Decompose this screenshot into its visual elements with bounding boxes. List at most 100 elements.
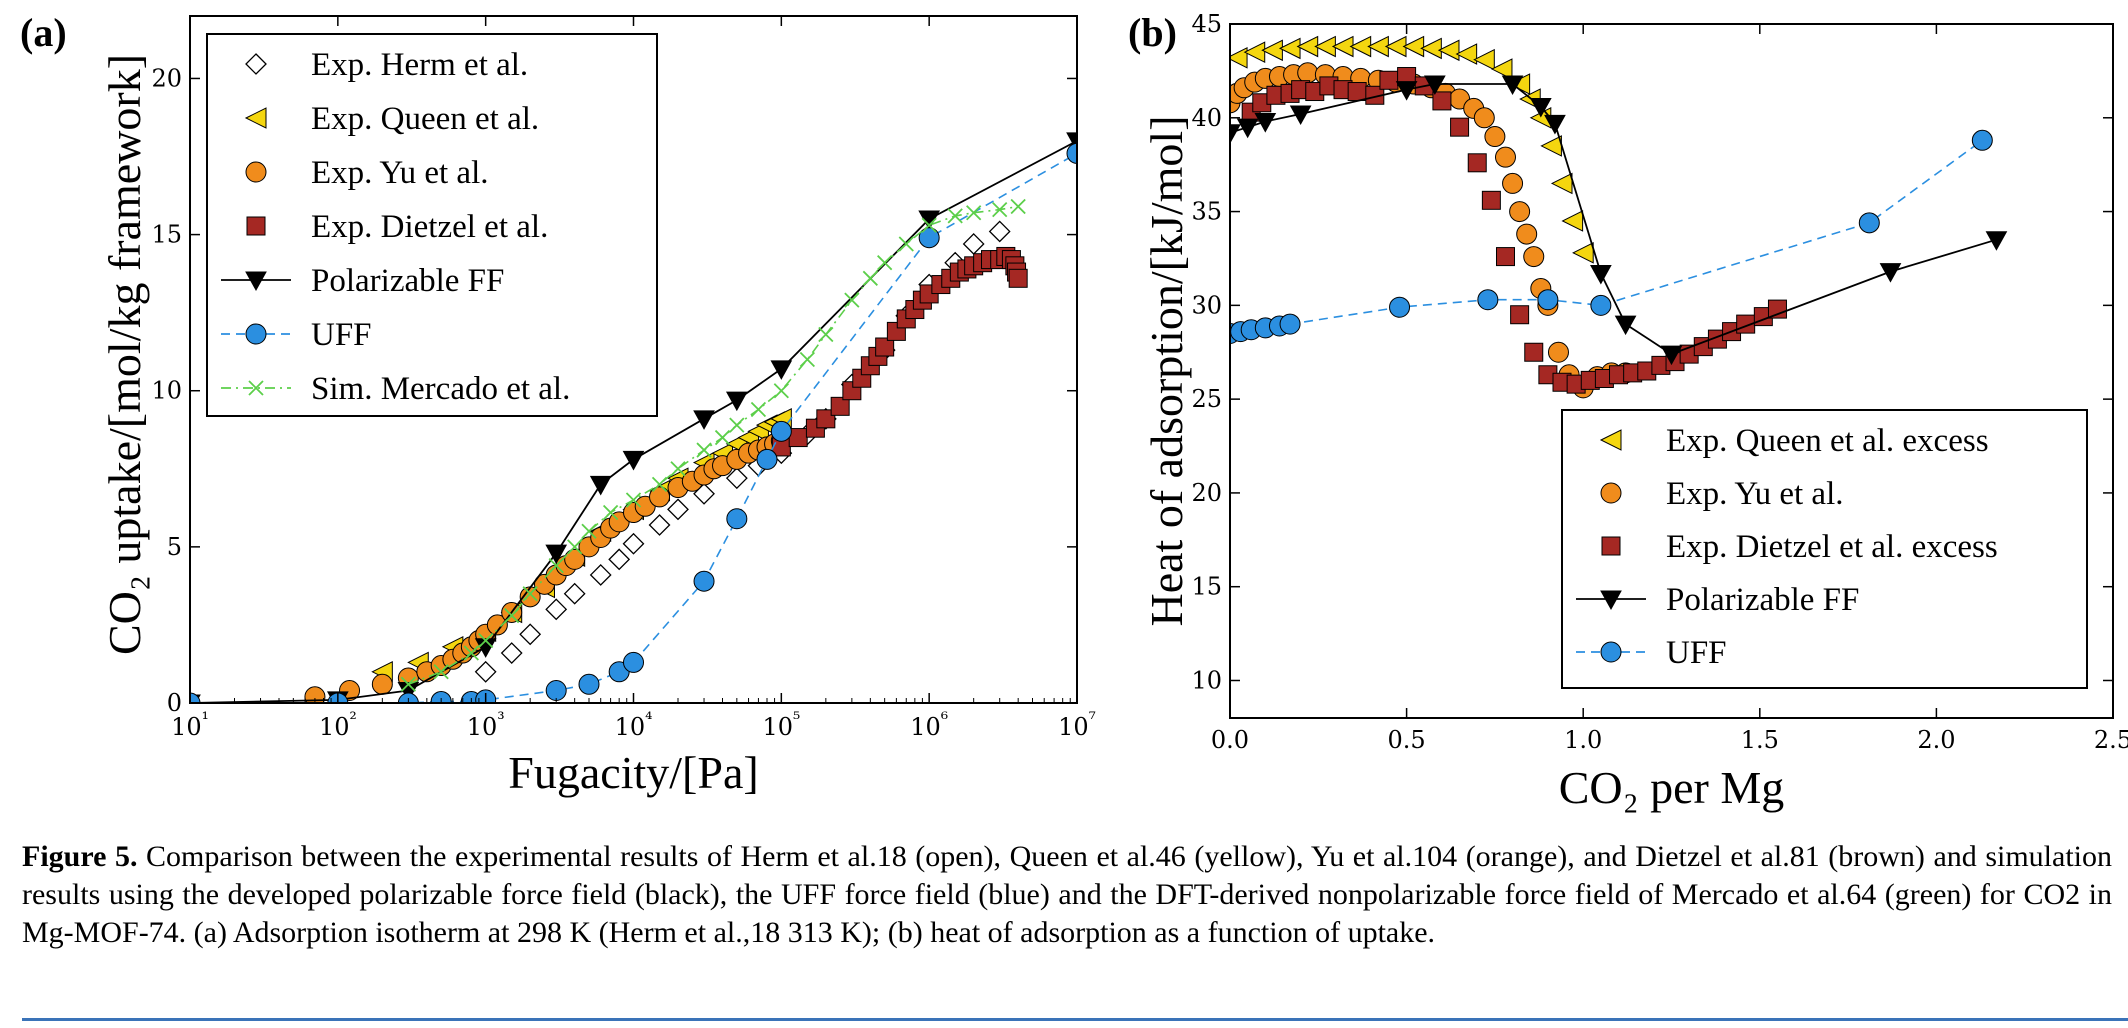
y-tick-label: 5 [167, 533, 182, 561]
data-point [693, 410, 715, 430]
data-point [1261, 39, 1283, 62]
data-point [578, 673, 600, 695]
series-exp-yu-et-al [1230, 62, 1637, 399]
data-point [1494, 146, 1516, 168]
legend-box [206, 33, 658, 417]
data-point [522, 586, 538, 602]
legend-label: Exp. Queen et al. [311, 101, 539, 137]
data-point [1879, 263, 1902, 283]
legend-entry-exp-yu-et-al: Exp. Yu et al. [1600, 476, 1844, 512]
data-point [1008, 268, 1028, 288]
data-point [548, 557, 564, 574]
x-tick-label: 10⁷ [1058, 709, 1096, 741]
legend-label: Exp. Dietzel et al. excess [1666, 529, 1998, 565]
data-point [1484, 126, 1506, 148]
data-point [1561, 210, 1584, 232]
data-point [651, 476, 668, 493]
legend-label: Exp. Queen et al. excess [1666, 423, 1989, 459]
data-point [756, 448, 778, 470]
caption-text: Comparison between the experimental resu… [22, 840, 2112, 949]
x-tick-label: 10³ [467, 709, 505, 741]
data-point [1660, 345, 1683, 366]
legend-marker [248, 380, 264, 396]
data-point [1516, 223, 1538, 245]
data-point [1481, 190, 1501, 210]
data-point [921, 217, 937, 233]
data-point [500, 642, 523, 664]
data-point [725, 467, 748, 490]
data-point [1379, 70, 1399, 90]
data-point [1347, 82, 1367, 102]
data-point [190, 692, 201, 703]
data-point [667, 498, 689, 521]
data-point [898, 236, 914, 252]
y-tick-label: 40 [1191, 104, 1222, 132]
x-axis-label: CO₂ per Mg [1559, 762, 1785, 813]
data-point [1437, 39, 1460, 62]
y-tick-label: 15 [151, 221, 182, 249]
data-point [564, 548, 586, 570]
series-exp-queen-et-al-excess [1230, 35, 1594, 264]
series-line-polarizable-ff [190, 140, 1077, 703]
data-point [844, 292, 860, 308]
legend-label: Exp. Yu et al. [1666, 476, 1844, 512]
plot-area [1230, 35, 2008, 399]
x-tick-label: 2.0 [1917, 726, 1955, 754]
data-point [648, 514, 671, 536]
data-point [397, 682, 420, 702]
series-exp-dietzel-et-al [771, 246, 1028, 457]
data-point [1236, 118, 1259, 139]
data-point [1767, 299, 1787, 319]
data-point [1523, 246, 1545, 268]
data-point [770, 420, 792, 442]
data-point [563, 582, 586, 605]
x-tick-label: 1.5 [1741, 726, 1779, 754]
series-exp-yu-et-al [304, 430, 792, 703]
data-point [750, 401, 767, 418]
data-point [1490, 58, 1513, 80]
data-point [799, 351, 816, 368]
legend: Exp. Herm et al. Exp. Queen et al. Exp. Yu… [206, 33, 658, 417]
legend-marker [1600, 590, 1622, 611]
data-point [1432, 91, 1452, 111]
panel-b: 0.0 0.5 1.0 1.5 2.0 2.5 10 15 20 25 30 35 40 45 CO₂ pe… [1128, 10, 2128, 813]
plot-frame [1229, 23, 2114, 719]
legend-marker [246, 216, 266, 236]
data-point [1473, 48, 1495, 71]
series-uff [1230, 129, 1993, 344]
panel-label: (b) [1128, 10, 1177, 55]
data-point [696, 442, 712, 458]
data-point [1529, 98, 1552, 118]
data-point [1243, 41, 1266, 63]
legend-label: UFF [311, 317, 372, 353]
legend-label: UFF [1666, 635, 1727, 671]
data-point [830, 396, 850, 416]
legend-label: Polarizable FF [311, 263, 504, 299]
figure-canvas: 10¹ 10² 10³ 10⁴ 10⁵ 10⁶ 10⁷ 0 5 10 15 20 Fugacity/[P… [20, 10, 2128, 813]
legend-entry-exp-yu-et-al: Exp. Yu et al. [245, 155, 489, 191]
legend-marker [244, 107, 267, 129]
data-point [1614, 315, 1637, 336]
data-point [1230, 46, 1248, 69]
legend-label: Exp. Dietzel et al. [311, 209, 548, 245]
legend-marker [1600, 641, 1622, 663]
data-point [1420, 37, 1442, 60]
data-point [773, 383, 789, 399]
data-point [486, 614, 508, 636]
x-tick-label: 2.5 [2094, 726, 2128, 754]
legend-marker [245, 53, 267, 75]
data-point [1230, 124, 1241, 144]
data-point [1467, 153, 1487, 173]
legend-marker [245, 161, 267, 183]
data-point [622, 532, 645, 555]
x-axis-ticks: 10¹ 10² 10³ 10⁴ 10⁵ 10⁶ 10⁷ [171, 16, 1096, 741]
data-point [519, 623, 542, 646]
data-point [1289, 105, 1312, 126]
data-point [1985, 231, 2008, 251]
x-tick-label: 10⁴ [615, 709, 653, 741]
data-point [371, 673, 393, 695]
data-point [400, 676, 417, 692]
series-line-uff [190, 152, 1077, 703]
data-point [1544, 114, 1566, 135]
x-tick-label: 0.5 [1388, 726, 1426, 754]
